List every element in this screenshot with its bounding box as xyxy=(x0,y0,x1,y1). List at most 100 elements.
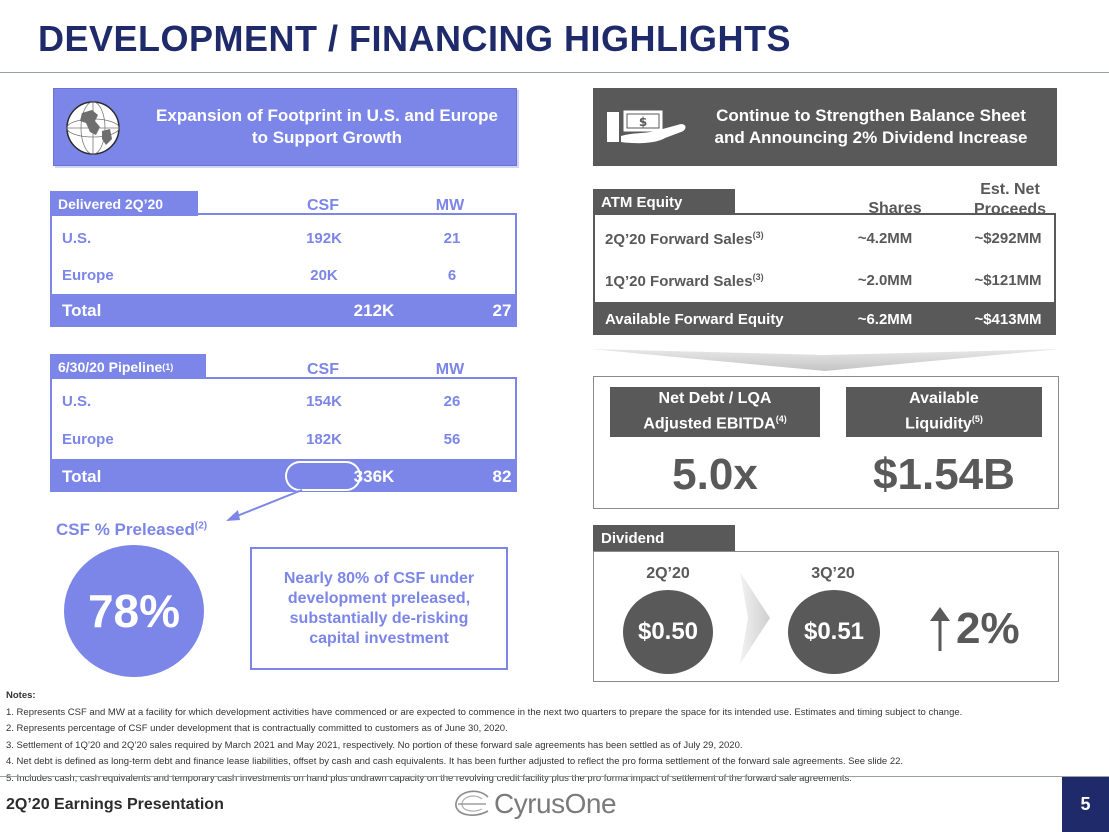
footprint-banner-line2: to Support Growth xyxy=(251,128,403,147)
dividend-increase: 2% xyxy=(956,604,1020,653)
delivered-col-mw: MW xyxy=(435,197,465,214)
net-debt-label-line2: Adjusted EBITDA xyxy=(643,415,776,433)
total-csf: 336K xyxy=(353,467,395,486)
dividend-q1-circle: $0.50 xyxy=(623,590,713,674)
dividend-box xyxy=(593,551,1059,682)
note-item: 1. Represents CSF and MW at a facility f… xyxy=(6,706,963,718)
footer-label: 2Q’20 Earnings Presentation xyxy=(6,796,224,813)
total-mw: 82 xyxy=(492,467,512,486)
atm-table-header: ATM Equity xyxy=(593,189,735,215)
row-shares: ~4.2MM xyxy=(857,230,913,247)
liquidity-value: $1.54B xyxy=(873,450,1015,499)
net-debt-value: 5.0x xyxy=(672,450,758,499)
row-mw: 6 xyxy=(447,267,457,284)
row-label: U.S. xyxy=(62,230,92,247)
row-mw: 56 xyxy=(443,431,461,448)
total-shares: ~6.2MM xyxy=(857,311,913,328)
callout-text: Nearly 80% of CSF under development prel… xyxy=(283,569,475,647)
dividend-q2-circle: $0.51 xyxy=(788,590,880,674)
dividend-q2-value: $0.51 xyxy=(803,618,865,645)
dividend-chevron-icon xyxy=(740,572,770,664)
table-row: Europe 20K 6 xyxy=(62,267,512,287)
balance-sheet-banner-line1: Continue to Strengthen Balance Sheet xyxy=(716,106,1026,125)
dividend-q1-label: 2Q’20 xyxy=(646,565,690,582)
row-proceeds: ~$292MM xyxy=(974,230,1042,247)
total-proceeds: ~$413MM xyxy=(974,311,1042,328)
page-number: 5 xyxy=(1080,794,1091,814)
notes: Notes: 1. Represents CSF and MW at a fac… xyxy=(6,688,962,787)
delivered-header-label: Delivered 2Q’20 xyxy=(58,195,164,212)
row-label: U.S. xyxy=(62,393,92,410)
total-label: Total xyxy=(62,467,102,486)
delivered-table-header: Delivered 2Q’20 xyxy=(50,191,198,216)
globe-icon xyxy=(62,99,124,157)
row-label: Europe xyxy=(62,431,114,448)
table-row: Europe 182K 56 xyxy=(62,431,512,451)
cyrusone-logo: CyrusOne xyxy=(452,786,632,822)
row-proceeds: ~$121MM xyxy=(974,272,1042,289)
atm-header-label: ATM Equity xyxy=(601,193,683,211)
footer-divider xyxy=(0,776,1109,777)
delivered-table xyxy=(50,213,517,327)
delivered-col-csf: CSF xyxy=(307,197,339,214)
pipeline-total-row: Total 336K 82 xyxy=(50,459,517,492)
net-debt-label-box: Net Debt / LQA Adjusted EBITDA(4) xyxy=(610,387,820,437)
total-label: Available Forward Equity xyxy=(605,311,784,328)
pipeline-col-mw: MW xyxy=(435,361,465,378)
liquidity-label-line2: Liquidity xyxy=(905,415,972,433)
row-label: 1Q’20 Forward Sales(3) xyxy=(605,272,764,290)
pipeline-table-header: 6/30/20 Pipeline (1) xyxy=(50,354,206,379)
dividend-q1-value: $0.50 xyxy=(637,618,699,645)
svg-text:$: $ xyxy=(639,115,647,129)
row-sup: (3) xyxy=(752,230,764,240)
note-item: 5. Includes cash, cash equivalents and t… xyxy=(6,772,852,784)
cash-hand-icon: $ xyxy=(605,106,689,150)
preleased-value: 78% xyxy=(87,585,181,637)
row-mw: 26 xyxy=(443,393,461,410)
highlight-oval xyxy=(285,461,361,491)
title-divider xyxy=(0,72,1109,73)
row-csf: 192K xyxy=(306,230,342,247)
note-item: 4. Net debt is defined as long-term debt… xyxy=(6,756,904,767)
dividend-header-label: Dividend xyxy=(601,529,665,547)
table-row: U.S. 154K 26 xyxy=(62,393,512,413)
table-row: 1Q’20 Forward Sales(3) ~2.0MM ~$121MM xyxy=(605,272,1055,292)
page-title: DEVELOPMENT / FINANCING HIGHLIGHTS xyxy=(38,18,792,59)
liquidity-sup: (5) xyxy=(971,414,983,425)
pipeline-header-label: 6/30/20 Pipeline xyxy=(58,358,163,375)
page-number-box: 5 xyxy=(1062,777,1109,832)
cyrusone-logo-text: CyrusOne xyxy=(494,788,617,819)
footprint-banner: Expansion of Footprint in U.S. and Europ… xyxy=(53,88,517,166)
net-debt-sup: (4) xyxy=(775,414,787,425)
table-row: U.S. 192K 21 xyxy=(62,230,512,250)
row-csf: 20K xyxy=(310,267,338,284)
note-item: 2. Represents percentage of CSF under de… xyxy=(6,723,508,734)
pipeline-col-csf: CSF xyxy=(307,361,339,378)
balance-sheet-banner: $ Continue to Strengthen Balance Sheet a… xyxy=(593,88,1057,166)
total-label: Total xyxy=(62,301,102,320)
dividend-q2-label: 3Q’20 xyxy=(811,565,855,582)
dividend-header: Dividend xyxy=(593,525,735,551)
row-label: Europe xyxy=(62,267,114,284)
preleased-label: CSF % Preleased(2) xyxy=(56,520,207,540)
liquidity-label-line1: Available xyxy=(909,390,979,408)
atm-col-shares: Shares xyxy=(868,200,922,217)
row-csf: 182K xyxy=(306,431,342,448)
atm-total-row: Available Forward Equity ~6.2MM ~$413MM xyxy=(593,302,1056,335)
row-mw: 21 xyxy=(443,230,461,247)
table-row: 2Q’20 Forward Sales(3) ~4.2MM ~$292MM xyxy=(605,230,1055,250)
atm-col-proceeds-line1: Est. Net xyxy=(980,181,1040,198)
notes-title: Notes: xyxy=(6,690,36,701)
balance-sheet-banner-line2: and Announcing 2% Dividend Increase xyxy=(714,128,1028,147)
up-arrow-icon xyxy=(930,607,950,651)
metrics-box xyxy=(593,376,1059,509)
cyrusone-swoosh-icon xyxy=(455,790,489,816)
row-label-text: 2Q’20 Forward Sales xyxy=(605,231,753,248)
liquidity-label-box: Available Liquidity(5) xyxy=(846,387,1042,437)
preleased-label-text: CSF % Preleased xyxy=(56,520,195,539)
note-item: 3. Settlement of 1Q’20 and 2Q’20 sales r… xyxy=(6,739,743,751)
net-debt-label-line1: Net Debt / LQA xyxy=(658,390,772,408)
pointer-arrow xyxy=(226,489,303,521)
preleased-callout: Nearly 80% of CSF under development prel… xyxy=(250,547,508,670)
preleased-circle: 78% xyxy=(64,545,204,677)
